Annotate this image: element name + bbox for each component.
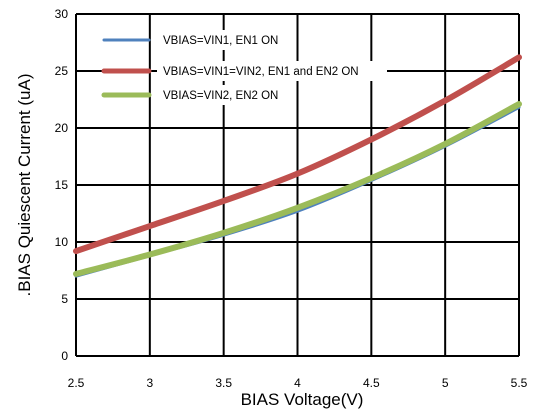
y-tick-labels: 0 5 10 15 20 25 30 bbox=[55, 7, 69, 363]
y-tick-label: 0 bbox=[61, 349, 68, 363]
legend: VBIAS=VIN1, EN1 ON VBIAS=VIN1=VIN2, EN1 a… bbox=[101, 30, 387, 105]
x-tick-label: 2.5 bbox=[68, 376, 85, 390]
legend-background bbox=[157, 61, 387, 81]
series-lines bbox=[73, 54, 522, 278]
y-tick-label: 30 bbox=[55, 7, 69, 21]
legend-background bbox=[157, 85, 272, 105]
y-tick-label: 25 bbox=[55, 64, 69, 78]
y-tick-label: 15 bbox=[55, 178, 69, 192]
x-tick-label: 4 bbox=[294, 376, 301, 390]
x-tick-labels: 2.5 3 3.5 4 4.5 5 5.5 bbox=[68, 376, 528, 390]
y-tick-label: 10 bbox=[55, 235, 69, 249]
legend-label: VBIAS=VIN1, EN1 ON bbox=[163, 35, 278, 47]
y-tick-label: 20 bbox=[55, 121, 69, 135]
x-axis-label: BIAS Voltage(V) bbox=[241, 390, 364, 409]
series-line-2 bbox=[73, 101, 522, 277]
legend-label: VBIAS=VIN2, EN2 ON bbox=[163, 90, 278, 102]
x-tick-label: 5 bbox=[442, 376, 449, 390]
y-tick-label: 5 bbox=[61, 292, 68, 306]
x-tick-label: 3 bbox=[146, 376, 153, 390]
x-tick-label: 4.5 bbox=[363, 376, 380, 390]
legend-label: VBIAS=VIN1=VIN2, EN1 and EN2 ON bbox=[163, 66, 359, 78]
series-line-1 bbox=[73, 54, 522, 255]
x-tick-label: 3.5 bbox=[215, 376, 232, 390]
x-tick-label: 5.5 bbox=[511, 376, 528, 390]
legend-background bbox=[157, 30, 277, 50]
y-axis-label: .BIAS Quiescent Current (uA) bbox=[15, 74, 34, 297]
